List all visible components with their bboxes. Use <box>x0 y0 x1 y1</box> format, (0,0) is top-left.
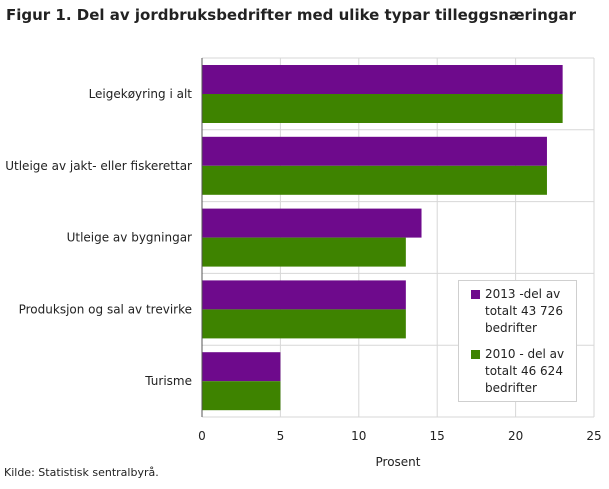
bar-2013 <box>202 280 406 310</box>
bars <box>202 65 563 411</box>
x-tick-label: 25 <box>586 429 601 443</box>
bar-2010 <box>202 165 547 195</box>
bar-2010 <box>202 309 406 339</box>
category-label: Leigekøyring i alt <box>89 87 193 101</box>
bar-2013 <box>202 352 281 382</box>
category-label: Produksjon og sal av trevirke <box>19 302 192 316</box>
legend-item-2013: 2013 -del av totalt 43 726 bedrifter <box>471 286 575 337</box>
category-labels: Leigekøyring i alt Utleige av jakt- eller… <box>5 87 192 388</box>
x-tick-label: 20 <box>508 429 523 443</box>
category-label: Turisme <box>144 374 192 388</box>
legend-item-2010: 2010 - del av totalt 46 624 bedrifter <box>471 346 575 397</box>
category-label: Utleige av bygningar <box>67 231 192 245</box>
source-note: Kilde: Statistisk sentralbyrå. <box>4 466 159 479</box>
x-tick-label: 15 <box>430 429 445 443</box>
legend-label-2010: 2010 - del av totalt 46 624 bedrifter <box>485 347 565 395</box>
bar-2010 <box>202 94 563 123</box>
bar-2013 <box>202 65 563 94</box>
legend-label-2013: 2013 -del av totalt 43 726 bedrifter <box>485 287 563 335</box>
bar-2010 <box>202 381 281 411</box>
chart-title: Figur 1. Del av jordbruksbedrifter med u… <box>6 6 577 24</box>
x-tick-label: 0 <box>198 429 206 443</box>
x-tick-label: 5 <box>277 429 285 443</box>
bar-2010 <box>202 237 406 267</box>
legend-swatch-2013 <box>471 290 480 299</box>
legend: 2013 -del av totalt 43 726 bedrifter 201… <box>458 280 577 402</box>
bar-2013 <box>202 208 422 238</box>
x-tick-label: 10 <box>351 429 366 443</box>
x-tick-labels: 0 5 10 15 20 25 <box>198 429 601 443</box>
bar-2013 <box>202 136 547 166</box>
category-label: Utleige av jakt- eller fiskerettar <box>5 159 192 173</box>
x-axis-title: Prosent <box>376 455 421 469</box>
legend-swatch-2010 <box>471 350 480 359</box>
